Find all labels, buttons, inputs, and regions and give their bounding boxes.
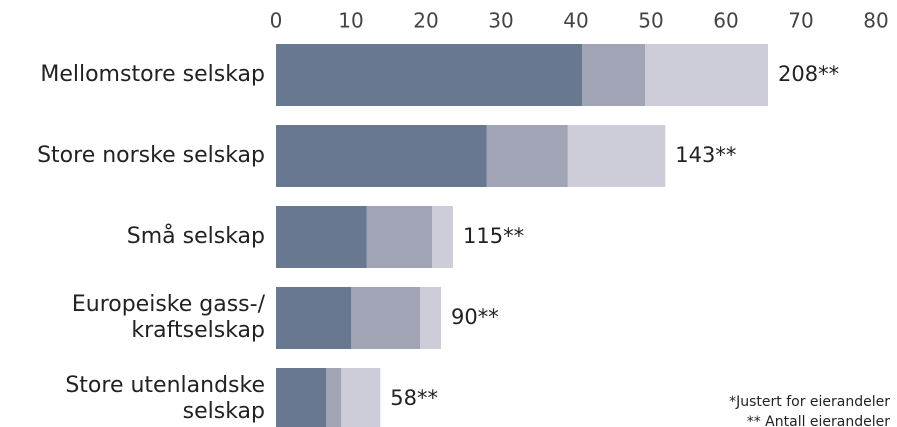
bar-segment [276, 206, 367, 268]
category-label: Europeiske gass-/ [72, 292, 266, 317]
bar-segment [582, 44, 645, 106]
x-tick-label: 20 [413, 9, 438, 33]
x-tick-label: 70 [788, 9, 813, 33]
x-tick-label: 10 [338, 9, 363, 33]
category-label: Små selskap [127, 223, 265, 249]
x-tick-label: 0 [270, 9, 283, 33]
bar-label: 208** [778, 62, 839, 86]
category-label: Store norske selskap [37, 143, 265, 168]
x-tick-label: 80 [863, 9, 888, 33]
x-tick-label: 50 [638, 9, 663, 33]
bar-segment [326, 368, 342, 427]
bar-segment [351, 287, 420, 349]
category-label: selskap [183, 399, 265, 424]
bar-segment [341, 368, 381, 427]
bar-segment [486, 125, 568, 187]
bar-segment [567, 125, 666, 187]
category-label: kraftselskap [131, 318, 265, 343]
bar-label: 143** [675, 143, 736, 167]
x-tick-label: 30 [488, 9, 513, 33]
bar-segment [420, 287, 441, 349]
bar-segment [276, 44, 582, 106]
bar-segment [645, 44, 768, 106]
bar-segment [276, 368, 327, 427]
bar-segment [276, 125, 487, 187]
x-tick-label: 60 [713, 9, 738, 33]
bar-label: 58** [390, 386, 438, 410]
category-label: Store utenlandske [65, 373, 265, 398]
bar-label: 115** [463, 224, 524, 248]
bar-segment [432, 206, 453, 268]
bar-segment [366, 206, 432, 268]
note: ** Antall eierandeler [747, 414, 891, 427]
bar-label: 90** [451, 305, 499, 329]
bar-segment [276, 287, 351, 349]
note: *Justert for eierandeler [729, 394, 890, 410]
category-label: Mellomstore selskap [40, 62, 265, 87]
x-tick-label: 40 [563, 9, 588, 33]
